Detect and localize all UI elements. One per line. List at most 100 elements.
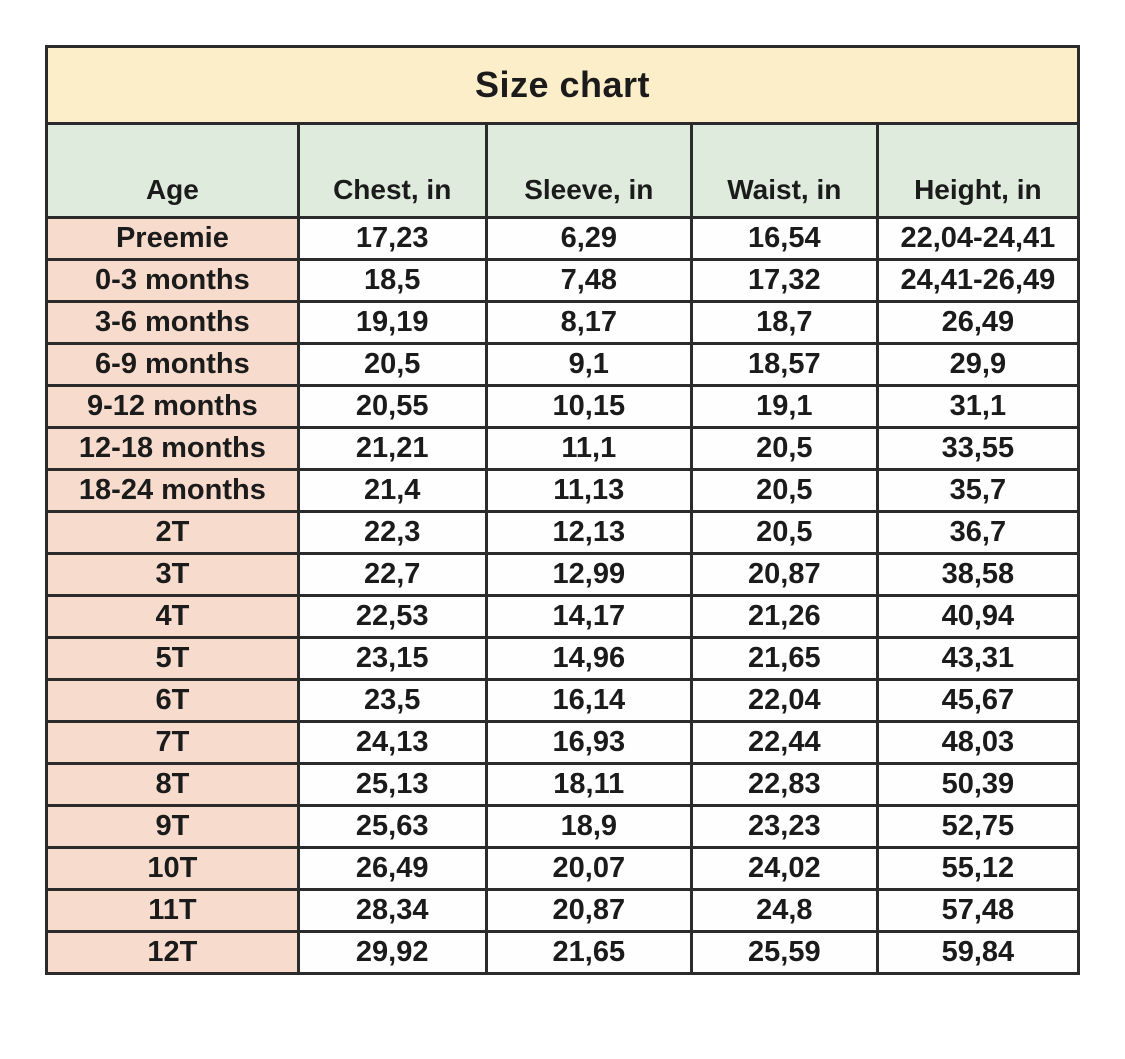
value-cell: 22,53 <box>296 594 488 639</box>
age-cell: 3T <box>45 552 300 597</box>
value-cell: 21,21 <box>296 426 488 471</box>
value-cell: 43,31 <box>875 636 1081 681</box>
age-cell: 10T <box>45 846 300 891</box>
age-cell: 4T <box>45 594 300 639</box>
table-row: 11T 28,34 20,87 24,8 57,48 <box>45 888 1081 933</box>
value-cell: 18,9 <box>484 804 693 849</box>
value-cell: 23,5 <box>296 678 488 723</box>
age-cell: 3-6 months <box>45 300 300 345</box>
value-cell: 18,5 <box>296 258 488 303</box>
age-cell: 18-24 months <box>45 468 300 513</box>
table-row: 7T 24,13 16,93 22,44 48,03 <box>45 720 1081 765</box>
value-cell: 48,03 <box>875 720 1081 765</box>
value-cell: 29,9 <box>875 342 1081 387</box>
age-cell: 6T <box>45 678 300 723</box>
value-cell: 25,13 <box>296 762 488 807</box>
value-cell: 14,17 <box>484 594 693 639</box>
table-row: 9-12 months 20,55 10,15 19,1 31,1 <box>45 384 1081 429</box>
value-cell: 18,57 <box>689 342 879 387</box>
column-header-sleeve: Sleeve, in <box>484 122 693 219</box>
value-cell: 22,04-24,41 <box>875 216 1081 261</box>
value-cell: 29,92 <box>296 930 488 975</box>
value-cell: 16,54 <box>689 216 879 261</box>
age-cell: 2T <box>45 510 300 555</box>
value-cell: 40,94 <box>875 594 1081 639</box>
age-cell: 0-3 months <box>45 258 300 303</box>
value-cell: 6,29 <box>484 216 693 261</box>
table-row: 0-3 months 18,5 7,48 17,32 24,41-26,49 <box>45 258 1081 303</box>
value-cell: 18,7 <box>689 300 879 345</box>
value-cell: 7,48 <box>484 258 693 303</box>
table-row: 2T 22,3 12,13 20,5 36,7 <box>45 510 1081 555</box>
value-cell: 22,83 <box>689 762 879 807</box>
value-cell: 25,63 <box>296 804 488 849</box>
value-cell: 11,13 <box>484 468 693 513</box>
table-row: Preemie 17,23 6,29 16,54 22,04-24,41 <box>45 216 1081 261</box>
value-cell: 24,13 <box>296 720 488 765</box>
column-header-waist: Waist, in <box>689 122 879 219</box>
size-chart-table: Size chart Age Chest, in Sleeve, in Wais… <box>45 45 1081 975</box>
table-row: 9T 25,63 18,9 23,23 52,75 <box>45 804 1081 849</box>
age-cell: 9-12 months <box>45 384 300 429</box>
chart-title: Size chart <box>45 45 1080 125</box>
value-cell: 21,4 <box>296 468 488 513</box>
age-cell: 6-9 months <box>45 342 300 387</box>
table-row: 6T 23,5 16,14 22,04 45,67 <box>45 678 1081 723</box>
value-cell: 20,5 <box>296 342 488 387</box>
value-cell: 38,58 <box>875 552 1081 597</box>
value-cell: 20,87 <box>689 552 879 597</box>
size-chart-container: Size chart Age Chest, in Sleeve, in Wais… <box>45 45 1081 975</box>
value-cell: 57,48 <box>875 888 1081 933</box>
table-row: 12T 29,92 21,65 25,59 59,84 <box>45 930 1081 975</box>
table-row: 10T 26,49 20,07 24,02 55,12 <box>45 846 1081 891</box>
value-cell: 11,1 <box>484 426 693 471</box>
value-cell: 24,8 <box>689 888 879 933</box>
age-cell: 5T <box>45 636 300 681</box>
column-header-age: Age <box>45 122 300 219</box>
value-cell: 52,75 <box>875 804 1081 849</box>
value-cell: 22,44 <box>689 720 879 765</box>
value-cell: 23,15 <box>296 636 488 681</box>
value-cell: 50,39 <box>875 762 1081 807</box>
value-cell: 20,5 <box>689 468 879 513</box>
age-cell: Preemie <box>45 216 300 261</box>
value-cell: 35,7 <box>875 468 1081 513</box>
value-cell: 20,55 <box>296 384 488 429</box>
age-cell: 12T <box>45 930 300 975</box>
value-cell: 12,99 <box>484 552 693 597</box>
value-cell: 28,34 <box>296 888 488 933</box>
value-cell: 17,32 <box>689 258 879 303</box>
value-cell: 12,13 <box>484 510 693 555</box>
value-cell: 20,5 <box>689 426 879 471</box>
value-cell: 14,96 <box>484 636 693 681</box>
table-row: 12-18 months 21,21 11,1 20,5 33,55 <box>45 426 1081 471</box>
age-cell: 12-18 months <box>45 426 300 471</box>
value-cell: 18,11 <box>484 762 693 807</box>
value-cell: 55,12 <box>875 846 1081 891</box>
table-row: 3T 22,7 12,99 20,87 38,58 <box>45 552 1081 597</box>
value-cell: 22,7 <box>296 552 488 597</box>
value-cell: 25,59 <box>689 930 879 975</box>
value-cell: 17,23 <box>296 216 488 261</box>
table-row: 5T 23,15 14,96 21,65 43,31 <box>45 636 1081 681</box>
table-row: 4T 22,53 14,17 21,26 40,94 <box>45 594 1081 639</box>
value-cell: 33,55 <box>875 426 1081 471</box>
value-cell: 20,5 <box>689 510 879 555</box>
value-cell: 10,15 <box>484 384 693 429</box>
age-cell: 8T <box>45 762 300 807</box>
age-cell: 11T <box>45 888 300 933</box>
table-row: 6-9 months 20,5 9,1 18,57 29,9 <box>45 342 1081 387</box>
value-cell: 22,3 <box>296 510 488 555</box>
column-header-height: Height, in <box>875 122 1081 219</box>
value-cell: 36,7 <box>875 510 1081 555</box>
table-row: 8T 25,13 18,11 22,83 50,39 <box>45 762 1081 807</box>
value-cell: 45,67 <box>875 678 1081 723</box>
value-cell: 21,65 <box>689 636 879 681</box>
table-row: 3-6 months 19,19 8,17 18,7 26,49 <box>45 300 1081 345</box>
value-cell: 20,07 <box>484 846 693 891</box>
value-cell: 23,23 <box>689 804 879 849</box>
size-table-body: Preemie 17,23 6,29 16,54 22,04-24,41 0-3 mont… <box>45 216 1081 975</box>
value-cell: 59,84 <box>875 930 1081 975</box>
value-cell: 26,49 <box>875 300 1081 345</box>
value-cell: 16,14 <box>484 678 693 723</box>
